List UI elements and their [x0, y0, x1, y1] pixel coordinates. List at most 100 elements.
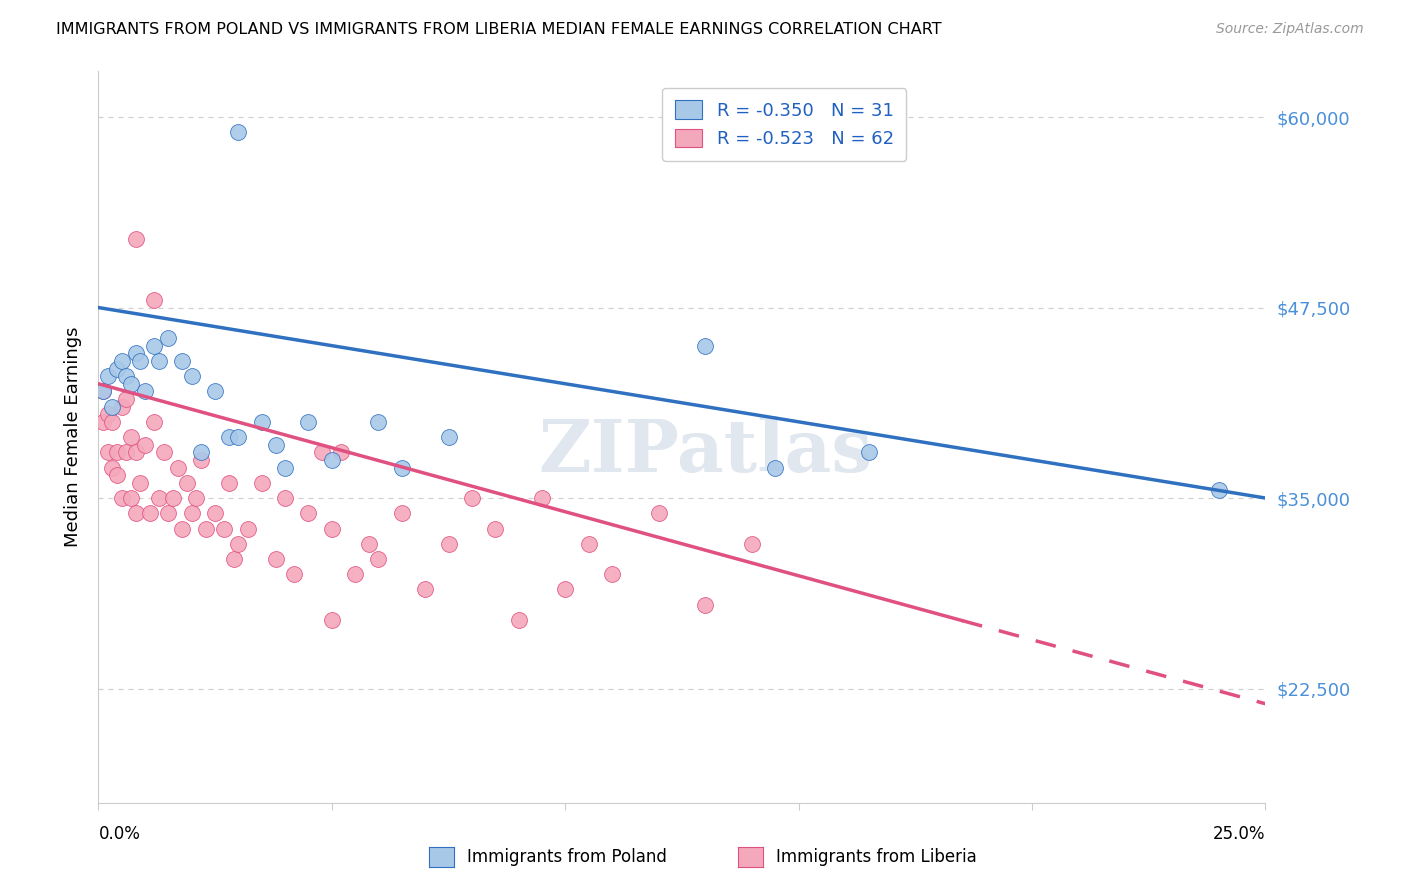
Point	[101, 415, 124, 429]
Point	[763, 460, 786, 475]
Point	[578, 537, 600, 551]
Point	[250, 415, 273, 429]
Text: IMMIGRANTS FROM POLAND VS IMMIGRANTS FROM LIBERIA MEDIAN FEMALE EARNINGS CORRELA: IMMIGRANTS FROM POLAND VS IMMIGRANTS FRO…	[56, 22, 942, 37]
Point	[125, 445, 148, 459]
Point	[157, 331, 180, 345]
Point	[1208, 483, 1230, 498]
Point	[91, 384, 114, 399]
Point	[166, 460, 188, 475]
Point	[125, 232, 148, 246]
Point	[222, 552, 245, 566]
Point	[172, 354, 194, 368]
Point	[97, 445, 120, 459]
Point	[228, 125, 250, 139]
Point	[101, 400, 124, 414]
Point	[218, 475, 240, 490]
Point	[125, 506, 148, 520]
Point	[152, 445, 174, 459]
Point	[204, 506, 226, 520]
Point	[297, 415, 319, 429]
Point	[120, 491, 142, 505]
Point	[236, 521, 259, 535]
Point	[134, 384, 156, 399]
Point	[741, 537, 763, 551]
Point	[91, 384, 114, 399]
Point	[115, 369, 138, 384]
Point	[194, 521, 217, 535]
Point	[330, 445, 353, 459]
Text: 0.0%: 0.0%	[98, 825, 141, 843]
Point	[858, 445, 880, 459]
Point	[129, 354, 152, 368]
Point	[228, 537, 250, 551]
Point	[120, 430, 142, 444]
Point	[143, 415, 166, 429]
Point	[111, 354, 134, 368]
Point	[115, 445, 138, 459]
Point	[190, 445, 212, 459]
Point	[115, 392, 138, 406]
Point	[129, 475, 152, 490]
Point	[105, 445, 128, 459]
Point	[461, 491, 484, 505]
Point	[139, 506, 162, 520]
Point	[218, 430, 240, 444]
Point	[105, 361, 128, 376]
Point	[134, 438, 156, 452]
Point	[91, 415, 114, 429]
Point	[391, 506, 413, 520]
Text: Immigrants from Poland: Immigrants from Poland	[467, 848, 666, 866]
Point	[311, 445, 333, 459]
Y-axis label: Median Female Earnings: Median Female Earnings	[63, 326, 82, 548]
Point	[204, 384, 226, 399]
Point	[554, 582, 576, 597]
Point	[101, 460, 124, 475]
Point	[97, 369, 120, 384]
Point	[359, 537, 381, 551]
Point	[695, 339, 717, 353]
Point	[437, 430, 460, 444]
Point	[214, 521, 236, 535]
Point	[484, 521, 506, 535]
Text: Immigrants from Liberia: Immigrants from Liberia	[776, 848, 977, 866]
Point	[250, 475, 273, 490]
Point	[111, 400, 134, 414]
Point	[97, 407, 120, 421]
Point	[186, 491, 208, 505]
Point	[695, 598, 717, 612]
Point	[367, 552, 389, 566]
Text: ZIPatlas: ZIPatlas	[538, 417, 872, 487]
Point	[264, 438, 287, 452]
Point	[344, 567, 367, 582]
Point	[172, 521, 194, 535]
Point	[321, 521, 343, 535]
Point	[391, 460, 413, 475]
Point	[647, 506, 669, 520]
Point	[143, 339, 166, 353]
Point	[228, 430, 250, 444]
Point	[120, 376, 142, 391]
Point	[283, 567, 305, 582]
Point	[437, 537, 460, 551]
Point	[148, 491, 170, 505]
Point	[125, 346, 148, 360]
Point	[274, 491, 297, 505]
Point	[148, 354, 170, 368]
Point	[321, 613, 343, 627]
Point	[162, 491, 184, 505]
Point	[157, 506, 180, 520]
Point	[143, 293, 166, 307]
Point	[508, 613, 530, 627]
Point	[176, 475, 198, 490]
Point	[105, 468, 128, 483]
Point	[600, 567, 623, 582]
Point	[297, 506, 319, 520]
Point	[413, 582, 436, 597]
Point	[530, 491, 553, 505]
Point	[321, 453, 343, 467]
Point	[180, 506, 202, 520]
Legend: R = -0.350   N = 31, R = -0.523   N = 62: R = -0.350 N = 31, R = -0.523 N = 62	[662, 87, 907, 161]
Text: Source: ZipAtlas.com: Source: ZipAtlas.com	[1216, 22, 1364, 37]
Point	[180, 369, 202, 384]
Point	[274, 460, 297, 475]
